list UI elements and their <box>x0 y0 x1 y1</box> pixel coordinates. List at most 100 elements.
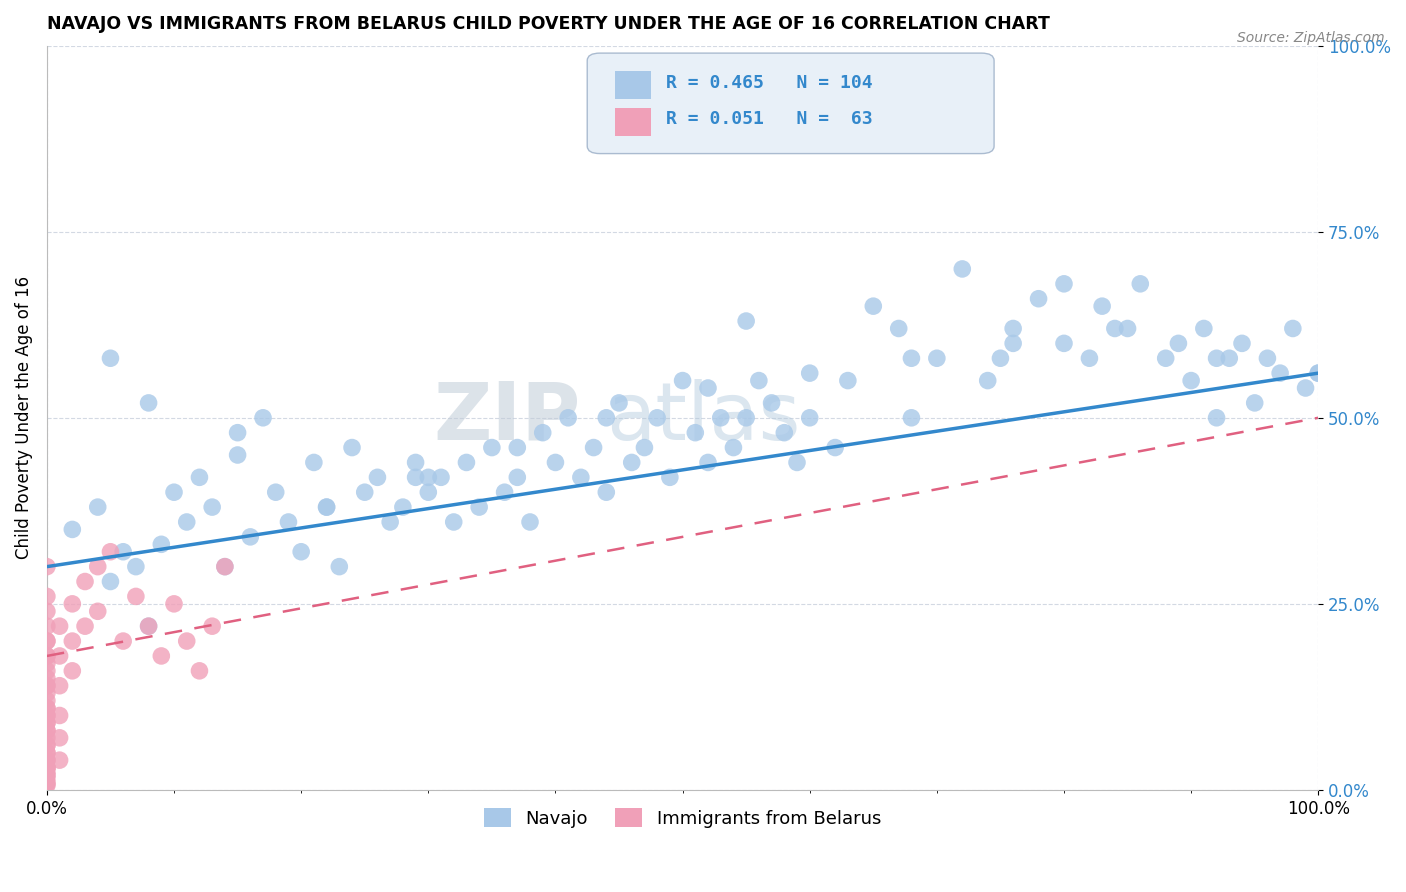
Point <box>35 686 58 700</box>
Point <box>35 657 58 671</box>
Point <box>150 537 173 551</box>
Point <box>353 485 375 500</box>
Point <box>35 648 58 663</box>
Point <box>35 775 58 789</box>
Point <box>239 530 262 544</box>
Point <box>1192 321 1215 335</box>
Point <box>35 634 58 648</box>
Point <box>35 764 58 779</box>
Point <box>418 470 440 484</box>
Point <box>35 731 58 745</box>
Point <box>1180 374 1202 388</box>
Point <box>1205 351 1227 366</box>
Text: Source: ZipAtlas.com: Source: ZipAtlas.com <box>1237 31 1385 45</box>
Point <box>723 441 745 455</box>
Point <box>544 455 567 469</box>
Point <box>1282 321 1305 335</box>
Point <box>87 500 110 514</box>
Point <box>748 374 770 388</box>
Point <box>633 441 655 455</box>
Point <box>1002 336 1025 351</box>
Point <box>1268 366 1291 380</box>
Point <box>35 779 58 793</box>
Point <box>418 485 440 500</box>
Point <box>1091 299 1114 313</box>
Point <box>176 634 198 648</box>
Point <box>35 701 58 715</box>
Point <box>582 441 605 455</box>
Point <box>569 470 592 484</box>
Point <box>378 515 401 529</box>
Point <box>506 441 529 455</box>
Bar <box>616 70 651 99</box>
Point <box>201 619 224 633</box>
Point <box>468 500 491 514</box>
Point <box>685 425 707 440</box>
Point <box>35 715 58 730</box>
Point <box>60 664 83 678</box>
Point <box>35 590 58 604</box>
Point <box>799 410 821 425</box>
Text: R = 0.465   N = 104: R = 0.465 N = 104 <box>666 74 873 92</box>
Point <box>35 679 58 693</box>
Text: atlas: atlas <box>606 379 800 457</box>
Legend: Navajo, Immigrants from Belarus: Navajo, Immigrants from Belarus <box>475 799 890 837</box>
Point <box>1078 351 1101 366</box>
Point <box>531 425 554 440</box>
Point <box>35 738 58 752</box>
Point <box>1218 351 1240 366</box>
Point <box>456 455 478 469</box>
Point <box>35 746 58 760</box>
Point <box>112 634 135 648</box>
Point <box>290 545 312 559</box>
Text: NAVAJO VS IMMIGRANTS FROM BELARUS CHILD POVERTY UNDER THE AGE OF 16 CORRELATION : NAVAJO VS IMMIGRANTS FROM BELARUS CHILD … <box>46 15 1050 33</box>
Point <box>862 299 884 313</box>
Point <box>35 679 58 693</box>
Point <box>100 574 122 589</box>
Point <box>163 597 186 611</box>
Point <box>710 410 733 425</box>
Point <box>35 708 58 723</box>
Point <box>1116 321 1139 335</box>
Point <box>277 515 299 529</box>
FancyBboxPatch shape <box>588 54 994 153</box>
Text: ZIP: ZIP <box>433 379 581 457</box>
Point <box>35 777 58 791</box>
Point <box>35 746 58 760</box>
Point <box>35 723 58 738</box>
Point <box>887 321 910 335</box>
Point <box>837 374 859 388</box>
Point <box>35 738 58 752</box>
Point <box>35 664 58 678</box>
Point <box>214 559 236 574</box>
Point <box>100 351 122 366</box>
Point <box>35 768 58 782</box>
Point <box>48 679 70 693</box>
Point <box>735 314 758 328</box>
Point <box>1129 277 1152 291</box>
Point <box>35 671 58 685</box>
Point <box>35 701 58 715</box>
Point <box>824 441 846 455</box>
Point <box>201 500 224 514</box>
Point <box>595 410 617 425</box>
Point <box>1230 336 1253 351</box>
Point <box>35 708 58 723</box>
Point <box>977 374 1000 388</box>
Point <box>1028 292 1050 306</box>
Point <box>990 351 1012 366</box>
Point <box>1295 381 1317 395</box>
Point <box>112 545 135 559</box>
Point <box>557 410 579 425</box>
Point <box>35 772 58 786</box>
Point <box>1308 366 1330 380</box>
Point <box>176 515 198 529</box>
Point <box>35 761 58 775</box>
Point <box>226 448 249 462</box>
Point <box>35 634 58 648</box>
Point <box>226 425 249 440</box>
Point <box>494 485 516 500</box>
Point <box>125 590 148 604</box>
Point <box>519 515 541 529</box>
Point <box>138 619 160 633</box>
